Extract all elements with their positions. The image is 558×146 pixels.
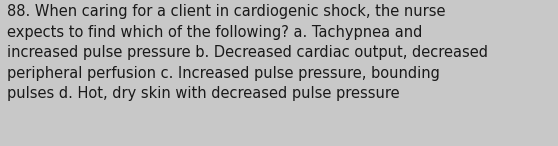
Text: 88. When caring for a client in cardiogenic shock, the nurse
expects to find whi: 88. When caring for a client in cardioge… (7, 4, 488, 101)
